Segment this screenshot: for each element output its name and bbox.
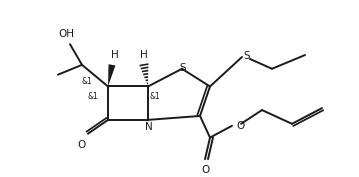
Text: &1: &1	[150, 92, 161, 101]
Polygon shape	[108, 64, 116, 87]
Text: OH: OH	[58, 29, 74, 39]
Text: H: H	[111, 50, 119, 60]
Text: N: N	[145, 122, 153, 132]
Text: H: H	[140, 50, 148, 60]
Text: O: O	[201, 165, 209, 175]
Text: &1: &1	[82, 77, 93, 86]
Text: &1: &1	[87, 92, 98, 101]
Text: O: O	[236, 121, 244, 131]
Text: S: S	[180, 63, 186, 73]
Text: S: S	[243, 51, 250, 61]
Text: O: O	[78, 139, 86, 150]
